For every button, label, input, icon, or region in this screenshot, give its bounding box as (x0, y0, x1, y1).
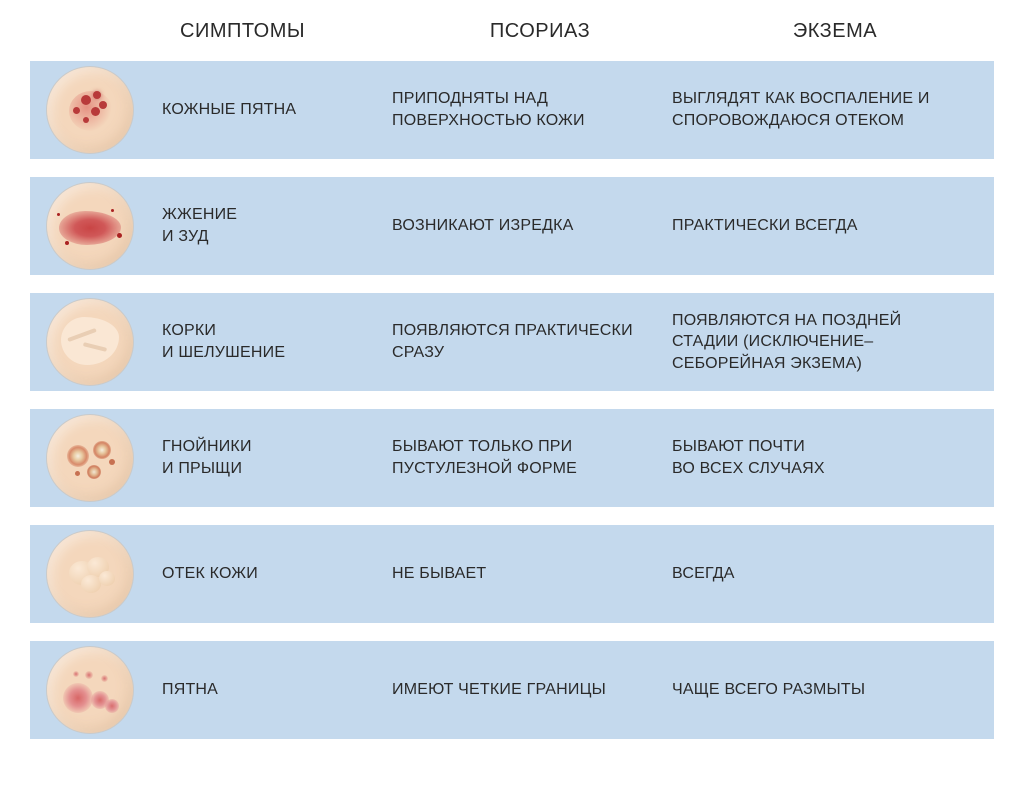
psoriasis-cell: ИМЕЮТ ЧЕТКИЕ ГРАНИЦЫ (380, 679, 660, 701)
symptom-icon-cell (30, 183, 150, 269)
header-symptoms: СИМПТОМЫ (170, 20, 400, 43)
table-row: ГНОЙНИКИ И ПРЫЩИБЫВАЮТ ТОЛЬКО ПРИ ПУСТУЛ… (30, 409, 994, 507)
symptom-label: КОРКИ И ШЕЛУШЕНИЕ (150, 320, 380, 363)
eczema-cell: ПОЯВЛЯЮТСЯ НА ПОЗДНЕЙ СТАДИИ (ИСКЛЮЧЕНИЕ… (660, 310, 970, 375)
psoriasis-cell: ПРИПОДНЯТЫ НАД ПОВЕРХНОСТЬЮ КОЖИ (380, 88, 660, 131)
table-row: ОТЕК КОЖИНЕ БЫВАЕТВСЕГДА (30, 525, 994, 623)
spots-icon (47, 67, 133, 153)
table-row: ЖЖЕНИЕ И ЗУДВОЗНИКАЮТ ИЗРЕДКАПРАКТИЧЕСКИ… (30, 177, 994, 275)
table-body: КОЖНЫЕ ПЯТНАПРИПОДНЯТЫ НАД ПОВЕРХНОСТЬЮ … (30, 61, 994, 739)
rash-icon (47, 183, 133, 269)
symptom-icon-cell (30, 415, 150, 501)
eczema-cell: ВСЕГДА (660, 563, 970, 585)
psoriasis-cell: ВОЗНИКАЮТ ИЗРЕДКА (380, 215, 660, 237)
flake-icon (47, 299, 133, 385)
symptom-icon-cell (30, 531, 150, 617)
header-eczema: ЭКЗЕМА (680, 20, 990, 43)
psoriasis-cell: ПОЯВЛЯЮТСЯ ПРАКТИЧЕСКИ СРАЗУ (380, 320, 660, 363)
symptom-label: ПЯТНА (150, 679, 380, 701)
symptom-icon-cell (30, 299, 150, 385)
comparison-table: СИМПТОМЫ ПСОРИАЗ ЭКЗЕМА КОЖНЫЕ ПЯТНАПРИП… (0, 0, 1024, 777)
table-row: КОРКИ И ШЕЛУШЕНИЕПОЯВЛЯЮТСЯ ПРАКТИЧЕСКИ … (30, 293, 994, 391)
swell-icon (47, 531, 133, 617)
eczema-cell: ПРАКТИЧЕСКИ ВСЕГДА (660, 215, 970, 237)
symptom-label: КОЖНЫЕ ПЯТНА (150, 99, 380, 121)
symptom-icon-cell (30, 647, 150, 733)
table-row: КОЖНЫЕ ПЯТНАПРИПОДНЯТЫ НАД ПОВЕРХНОСТЬЮ … (30, 61, 994, 159)
header-psoriasis: ПСОРИАЗ (400, 20, 680, 43)
pust-icon (47, 415, 133, 501)
symptom-label: ОТЕК КОЖИ (150, 563, 380, 585)
patch-icon (47, 647, 133, 733)
eczema-cell: БЫВАЮТ ПОЧТИ ВО ВСЕХ СЛУЧАЯХ (660, 436, 970, 479)
psoriasis-cell: БЫВАЮТ ТОЛЬКО ПРИ ПУСТУЛЕЗНОЙ ФОРМЕ (380, 436, 660, 479)
eczema-cell: ВЫГЛЯДЯТ КАК ВОСПАЛЕНИЕ И СПОРОВОЖДАЮСЯ … (660, 88, 970, 131)
symptom-label: ЖЖЕНИЕ И ЗУД (150, 204, 380, 247)
table-row: ПЯТНАИМЕЮТ ЧЕТКИЕ ГРАНИЦЫЧАЩЕ ВСЕГО РАЗМ… (30, 641, 994, 739)
symptom-icon-cell (30, 67, 150, 153)
symptom-label: ГНОЙНИКИ И ПРЫЩИ (150, 436, 380, 479)
eczema-cell: ЧАЩЕ ВСЕГО РАЗМЫТЫ (660, 679, 970, 701)
table-header-row: СИМПТОМЫ ПСОРИАЗ ЭКЗЕМА (30, 20, 994, 43)
psoriasis-cell: НЕ БЫВАЕТ (380, 563, 660, 585)
